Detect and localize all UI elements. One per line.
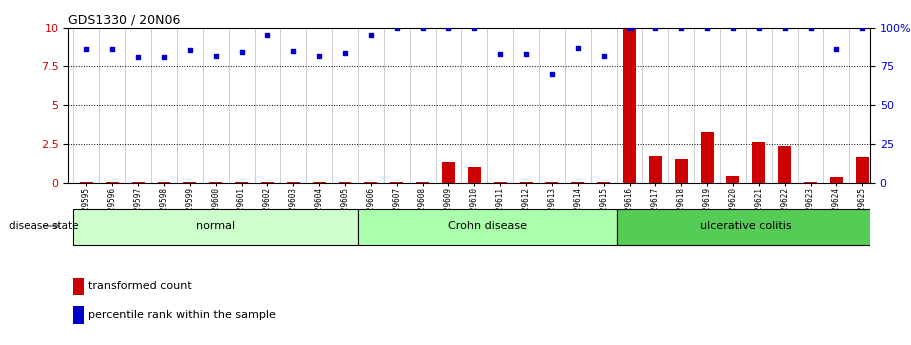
Bar [675,159,688,183]
Bar [598,182,610,183]
Bar [73,306,84,324]
Point [674,26,689,31]
FancyBboxPatch shape [74,209,358,245]
Point [79,47,94,52]
Point [597,53,611,58]
Bar [442,162,455,183]
Point [570,45,585,51]
Text: Crohn disease: Crohn disease [448,221,527,231]
Bar [855,157,869,183]
Point [855,26,869,31]
Point [234,50,249,55]
Point [105,47,119,52]
Text: normal: normal [196,221,235,231]
Bar [312,182,325,183]
Bar [73,278,84,295]
Point [829,47,844,52]
Bar [80,181,93,183]
Point [441,26,456,31]
Bar [752,142,765,183]
Text: disease state: disease state [9,221,78,231]
Point [648,26,662,31]
Bar [546,182,558,183]
Bar [261,182,274,183]
FancyBboxPatch shape [358,209,617,245]
Bar [519,182,533,183]
Point [804,26,818,31]
Bar [183,182,197,183]
Bar [778,146,791,183]
Point [415,26,430,31]
Point [131,55,146,60]
Bar [235,182,248,183]
Point [777,26,792,31]
Bar [571,182,584,183]
Point [390,26,404,31]
Bar [701,132,713,183]
Point [518,51,533,57]
Bar [287,182,300,183]
Bar [726,176,740,183]
Point [157,55,171,60]
Bar [804,182,817,183]
Text: transformed count: transformed count [87,282,191,292]
Bar [649,156,661,183]
Point [261,33,275,38]
Point [726,26,741,31]
Bar [210,182,222,183]
Bar [158,182,170,183]
Bar [132,181,145,183]
Text: ulcerative colitis: ulcerative colitis [700,221,792,231]
Point [493,51,507,57]
FancyBboxPatch shape [617,209,875,245]
Point [286,48,301,54]
Text: GDS1330 / 20N06: GDS1330 / 20N06 [68,13,180,27]
Bar [494,182,507,183]
Bar [623,29,636,183]
Point [545,71,559,77]
Point [312,53,326,58]
Point [182,47,197,53]
Bar [468,167,481,183]
Bar [416,181,429,183]
Bar [390,182,404,183]
Bar [106,181,118,183]
Bar [339,182,352,183]
Point [363,33,378,38]
Point [467,26,482,31]
Point [622,26,637,31]
Bar [364,182,377,183]
Bar [830,177,843,183]
Point [700,26,714,31]
Text: percentile rank within the sample: percentile rank within the sample [87,310,276,320]
Point [338,50,353,56]
Point [209,53,223,58]
Point [752,26,766,31]
